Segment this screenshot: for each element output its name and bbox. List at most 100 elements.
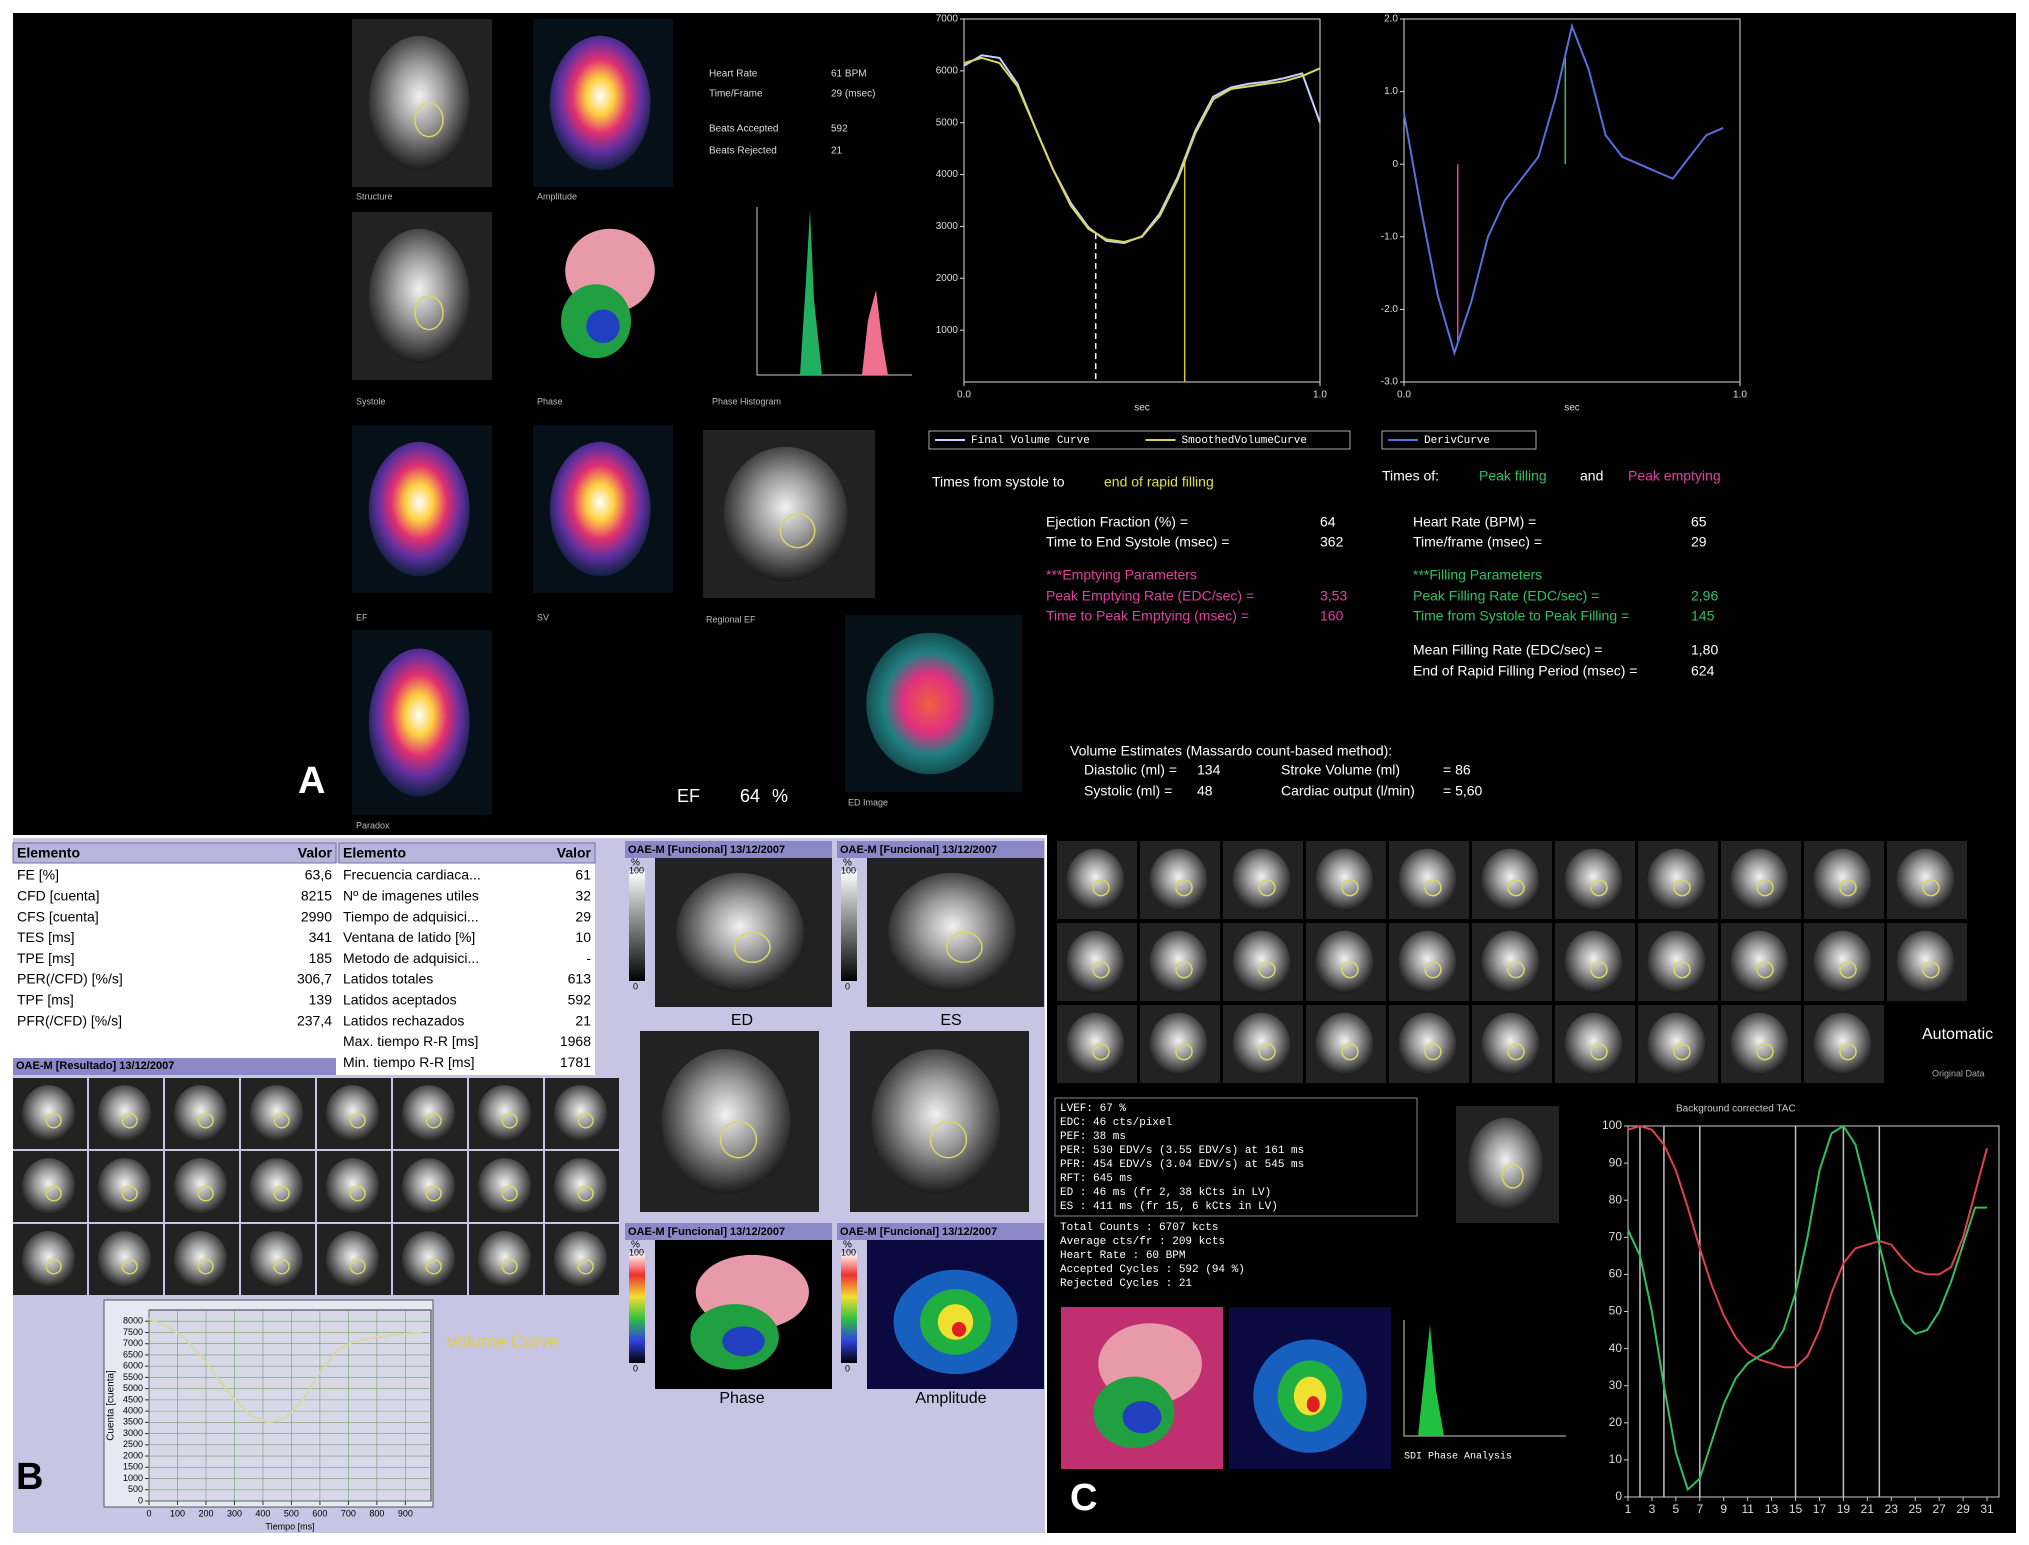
scan-blob xyxy=(325,1231,380,1288)
histogram-shape xyxy=(800,210,822,375)
roi xyxy=(273,1258,290,1275)
x-tick-label: 0.0 xyxy=(1397,390,1411,401)
roi xyxy=(1756,1043,1774,1061)
roi xyxy=(501,1112,518,1129)
scan-blob xyxy=(368,648,470,797)
roi xyxy=(1673,961,1691,979)
plot-area xyxy=(1627,1125,2000,1498)
table-cell: PER(/CFD) [%/s] xyxy=(17,971,123,987)
scan-blob xyxy=(871,1049,1001,1194)
chart-title: Volume Curve xyxy=(446,1332,559,1352)
x-tick-label: 0.0 xyxy=(957,390,971,401)
param-label: Time from Systole to Peak Filling = xyxy=(1413,608,1629,624)
roi xyxy=(501,1185,518,1202)
y-tick-label: 6000 xyxy=(123,1361,143,1371)
roi xyxy=(719,1120,758,1159)
roi xyxy=(779,513,816,549)
view-label: Phase xyxy=(719,1390,764,1407)
scan-blob xyxy=(1813,848,1872,912)
y-tick-label: 4000 xyxy=(936,169,959,180)
table-cell: 185 xyxy=(309,950,333,966)
panel-letter: B xyxy=(16,1456,43,1498)
mode-label: Automatic xyxy=(1922,1026,1993,1043)
y-tick-label: 1500 xyxy=(123,1462,143,1472)
scan-blob xyxy=(553,1085,608,1142)
x-tick-label: 21 xyxy=(1861,1502,1875,1516)
roi xyxy=(273,1112,290,1129)
histogram-axes xyxy=(756,207,912,376)
y-tick-label: 1.0 xyxy=(1384,86,1398,97)
chart-title: Background corrected TAC xyxy=(1676,1104,1796,1115)
y-tick-label: 2000 xyxy=(936,273,959,284)
report-line: ES : 411 ms (fr 15, 6 kCts in LV) xyxy=(1060,1201,1278,1213)
scan-blob xyxy=(1481,930,1540,994)
table-cell: Metodo de adquisici... xyxy=(343,950,479,966)
x-tick-label: 5 xyxy=(1673,1502,1680,1516)
scale-max: 100 xyxy=(629,865,644,875)
colour-scale xyxy=(629,871,645,981)
scale-min: 0 xyxy=(633,1363,638,1373)
param-label: Ejection Fraction (%) = xyxy=(1046,514,1188,530)
table-cell: Latidos totales xyxy=(343,971,433,987)
roi xyxy=(197,1112,214,1129)
x-tick-label: 1 xyxy=(1625,1502,1632,1516)
scan-blob xyxy=(1896,848,1955,912)
scan-blob xyxy=(1149,1012,1208,1076)
table-cell: 237,4 xyxy=(297,1012,332,1028)
y-tick-label: 2.0 xyxy=(1384,14,1398,25)
roi xyxy=(1839,961,1857,979)
caption-filling: Peak filling xyxy=(1479,468,1547,484)
scan-blob xyxy=(325,1085,380,1142)
acq-label: Time/Frame xyxy=(709,89,763,100)
scan-blob xyxy=(549,35,651,171)
param-value: 1,80 xyxy=(1691,642,1718,658)
image-label: SV xyxy=(537,612,549,622)
scale-unit: % xyxy=(631,858,640,869)
table-background xyxy=(13,863,595,1075)
scan-blob xyxy=(1564,848,1623,912)
scan-blob xyxy=(477,1158,532,1215)
x-tick-label: 7 xyxy=(1696,1502,1703,1516)
y-tick-label: 0 xyxy=(1615,1489,1622,1503)
scan-blob xyxy=(1232,848,1291,912)
table-cell: 592 xyxy=(568,992,592,1008)
roi xyxy=(197,1185,214,1202)
x-tick-label: 17 xyxy=(1813,1502,1827,1516)
y-tick-label: 2000 xyxy=(123,1450,143,1460)
roi xyxy=(1092,1043,1110,1061)
table-cell: Ventana de latido [%] xyxy=(343,929,475,945)
plot-area xyxy=(1403,18,1741,383)
x-tick-label: 900 xyxy=(398,1508,413,1518)
scan-blob xyxy=(676,872,804,993)
scale-max: 100 xyxy=(841,865,856,875)
view-label: ES xyxy=(940,1012,961,1029)
title-bar-text: OAE-M [Funcional] 13/12/2007 xyxy=(628,1226,785,1238)
roi xyxy=(1258,879,1276,897)
roi xyxy=(1756,879,1774,897)
scan-blob xyxy=(173,1158,228,1215)
roi xyxy=(1424,961,1442,979)
x-tick-label: 19 xyxy=(1837,1502,1851,1516)
caption-emptying: Peak emptying xyxy=(1628,468,1721,484)
y-tick-label: -2.0 xyxy=(1381,304,1399,315)
roi xyxy=(1175,961,1193,979)
scan-blob xyxy=(1468,1117,1543,1212)
y-tick-label: 2500 xyxy=(123,1439,143,1449)
y-tick-label: 7000 xyxy=(936,14,959,25)
acq-value: 21 xyxy=(831,146,843,157)
scan-blob xyxy=(368,228,470,364)
table-header-cell: Valor xyxy=(298,845,333,861)
x-tick-label: 13 xyxy=(1765,1502,1779,1516)
roi xyxy=(1590,961,1608,979)
amp-blob xyxy=(1306,1396,1320,1413)
report-line: PFR: 454 EDV/s (3.04 EDV/s) at 545 ms xyxy=(1060,1159,1304,1171)
y-tick-label: 0 xyxy=(1392,159,1398,170)
scan-blob xyxy=(866,632,994,775)
acq-value: 29 (msec) xyxy=(831,89,875,100)
roi xyxy=(121,1258,138,1275)
roi xyxy=(929,1120,968,1159)
panel-letter: C xyxy=(1070,1477,1097,1519)
scan-blob xyxy=(368,35,470,171)
x-axis-label: sec xyxy=(1564,403,1580,414)
acq-value: 61 BPM xyxy=(831,69,867,80)
